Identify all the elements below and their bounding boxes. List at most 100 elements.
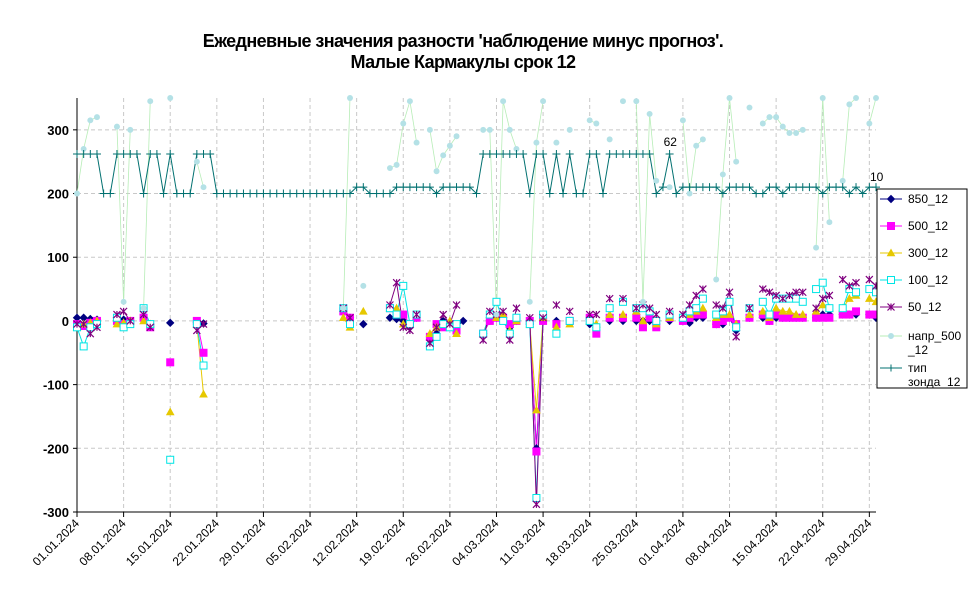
point--12 bbox=[345, 189, 354, 198]
point--500-12 bbox=[500, 98, 507, 105]
point-100-12 bbox=[199, 361, 208, 370]
point-100-12 bbox=[499, 316, 508, 325]
point--500-12 bbox=[74, 190, 80, 197]
point--500-12 bbox=[713, 276, 720, 283]
series-line--12 bbox=[815, 186, 824, 194]
legend-label: _12 bbox=[907, 343, 928, 357]
point--500-12 bbox=[779, 123, 786, 130]
point-100-12 bbox=[79, 342, 88, 351]
point--500-12 bbox=[80, 145, 87, 152]
legend: 850_12 500_12 300_12 100_12 50_12 напр_500_12… bbox=[876, 188, 968, 389]
point-50-12 bbox=[652, 310, 661, 319]
point--500-12 bbox=[839, 177, 846, 184]
point-100-12 bbox=[818, 278, 827, 287]
point--12 bbox=[812, 183, 821, 192]
point-50-12 bbox=[785, 291, 794, 300]
x-tick-label: 25.03.2024 bbox=[589, 516, 642, 569]
point-300-12 bbox=[358, 306, 368, 315]
point--12 bbox=[858, 189, 867, 198]
point-50-12 bbox=[192, 326, 201, 335]
point--500-12 bbox=[679, 117, 686, 124]
point--12 bbox=[166, 150, 175, 159]
point-100-12 bbox=[685, 307, 694, 316]
point-300-12 bbox=[771, 303, 781, 312]
point--12 bbox=[712, 183, 721, 192]
point--500-12 bbox=[586, 117, 593, 124]
series-line--12 bbox=[476, 153, 484, 194]
point-100-12 bbox=[585, 316, 594, 325]
point-500-12 bbox=[166, 358, 175, 367]
point--500-12 bbox=[540, 98, 547, 105]
point--500-12 bbox=[866, 120, 873, 127]
point-50-12 bbox=[126, 316, 135, 325]
point-300-12 bbox=[452, 329, 461, 337]
point-500-12 bbox=[812, 313, 821, 322]
series-line--12 bbox=[655, 186, 664, 194]
point-50-12 bbox=[745, 304, 754, 313]
series-line-50-12 bbox=[389, 282, 398, 306]
point-850-12 bbox=[359, 319, 368, 329]
point-500-12 bbox=[532, 447, 541, 456]
x-tick-label: 11.03.2024 bbox=[496, 516, 548, 568]
legend-label: тип bbox=[908, 361, 927, 375]
point-100-12 bbox=[479, 329, 488, 338]
point--500-12 bbox=[406, 98, 413, 105]
point--500-12 bbox=[120, 298, 127, 305]
point-50-12 bbox=[619, 294, 627, 303]
point-300-12 bbox=[338, 313, 348, 322]
series-line--500-12 bbox=[83, 120, 91, 150]
point-50-12 bbox=[139, 310, 148, 319]
x-tick-label: 22.04.2024 bbox=[775, 516, 828, 569]
point-50-12 bbox=[346, 313, 354, 322]
series-line--500-12 bbox=[116, 126, 125, 302]
point-100-12 bbox=[405, 320, 414, 329]
point-100-12 bbox=[592, 323, 601, 332]
point-300-12 bbox=[778, 306, 788, 315]
point-300-12 bbox=[864, 294, 874, 302]
point--12 bbox=[359, 183, 368, 192]
point-100-12 bbox=[86, 323, 95, 332]
series-line--12 bbox=[429, 186, 437, 194]
point--500-12 bbox=[400, 120, 407, 127]
x-tick-label: 18.03.2024 bbox=[542, 516, 595, 569]
point-100-12 bbox=[552, 329, 561, 338]
point-100-12 bbox=[792, 294, 801, 303]
x-tick-label: 12.02.2024 bbox=[309, 516, 362, 569]
series-line--500-12 bbox=[123, 129, 131, 302]
series-line--12 bbox=[842, 186, 850, 194]
x-tick-label: 15.04.2024 bbox=[729, 516, 782, 569]
point--12 bbox=[132, 150, 141, 159]
point-500-12 bbox=[845, 310, 854, 319]
x-tick-label: 01.04.2024 bbox=[636, 516, 689, 569]
point-50-12 bbox=[852, 278, 860, 287]
point-50-12 bbox=[632, 304, 641, 313]
point-100-12 bbox=[452, 320, 461, 329]
series-line--12 bbox=[349, 186, 357, 194]
point-50-12 bbox=[399, 323, 408, 332]
point-100-12 bbox=[192, 320, 201, 329]
series-line--12 bbox=[715, 186, 724, 194]
point--500-12 bbox=[799, 126, 806, 133]
y-tick-label: 300 bbox=[47, 123, 69, 138]
series-line--500-12 bbox=[729, 97, 737, 162]
point-500-12 bbox=[825, 313, 834, 322]
point--12 bbox=[152, 150, 161, 159]
point-500-12 bbox=[632, 313, 641, 322]
series-line--500-12 bbox=[822, 97, 830, 223]
point--12 bbox=[465, 183, 474, 192]
series-line--12 bbox=[569, 153, 577, 194]
point--500-12 bbox=[480, 126, 487, 133]
point--500-12 bbox=[526, 298, 533, 305]
point--12 bbox=[772, 183, 781, 192]
series-line--12 bbox=[582, 153, 591, 194]
grid bbox=[76, 98, 876, 512]
series-line--500-12 bbox=[689, 145, 697, 194]
point--12 bbox=[845, 189, 854, 198]
x-tick-label: 04.03.2024 bbox=[449, 516, 502, 569]
point-50-12 bbox=[698, 285, 707, 294]
point-50-12 bbox=[525, 313, 534, 322]
point--500-12 bbox=[140, 305, 147, 312]
point-50-12 bbox=[499, 307, 508, 316]
point-50-12 bbox=[119, 307, 128, 316]
point-500-12 bbox=[399, 310, 408, 319]
